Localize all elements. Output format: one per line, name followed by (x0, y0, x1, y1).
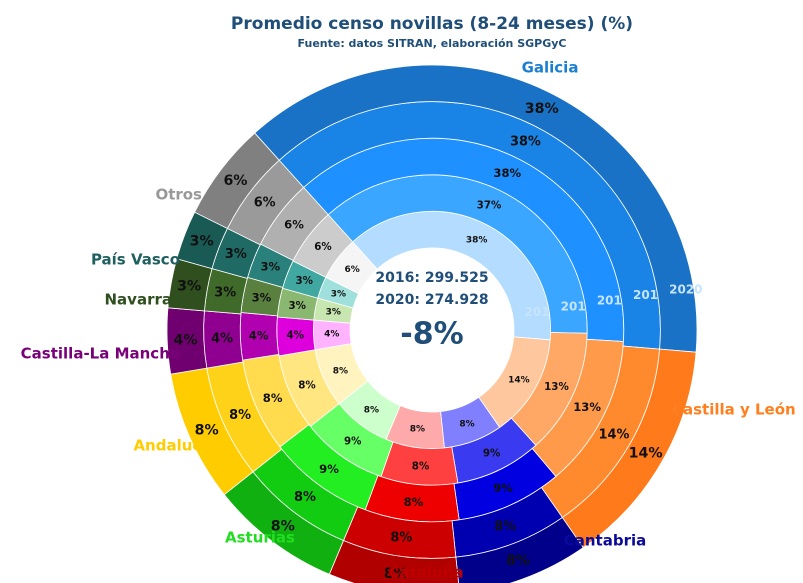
data-label: 3% (289, 300, 306, 312)
data-label: 3% (214, 285, 236, 300)
category-label: Cataluña (388, 564, 463, 582)
data-label: 8% (404, 495, 424, 509)
data-label: 37% (477, 200, 502, 212)
data-label: 3% (295, 275, 312, 287)
data-label: 38% (510, 134, 541, 149)
data-label: 38% (466, 236, 488, 246)
data-label: 6% (284, 217, 304, 231)
data-label: 3% (326, 308, 341, 318)
data-label: 4% (173, 332, 197, 348)
data-label: 3% (177, 278, 201, 294)
data-label: 8% (195, 422, 219, 438)
data-label: 6% (344, 265, 359, 275)
data-label: 3% (252, 291, 272, 305)
center-text: 2016: 299.525 (375, 270, 488, 286)
category-label: Galicia (522, 59, 579, 77)
data-label: 3% (331, 290, 346, 300)
data-label: 8% (364, 405, 379, 415)
data-label: 8% (271, 519, 295, 535)
data-label: 9% (344, 436, 361, 448)
data-label: 6% (223, 173, 247, 189)
data-label: 8% (298, 380, 315, 392)
data-label: 4% (249, 328, 269, 342)
data-label: 8% (410, 425, 425, 435)
chart-title: Promedio censo novillas (8-24 meses) (%) (231, 14, 633, 34)
category-label: Navarra (105, 291, 173, 309)
data-label: 14% (508, 376, 530, 386)
category-label: Castilla y León (672, 401, 796, 419)
data-label: 14% (629, 445, 663, 461)
data-label: 4% (286, 330, 303, 342)
data-label: 14% (599, 428, 630, 443)
data-label: 8% (390, 530, 412, 545)
category-label: Andalucía (133, 437, 216, 455)
center-text: 2020: 274.928 (375, 292, 488, 308)
ring-year-label: 2020 (669, 282, 702, 296)
data-label: 8% (412, 460, 429, 472)
data-label: 38% (493, 166, 521, 180)
data-label: 13% (573, 400, 601, 414)
data-label: 3% (260, 260, 280, 274)
data-label: 9% (483, 447, 500, 459)
data-label: 6% (254, 195, 276, 210)
ring-segment (194, 132, 280, 229)
data-label: 9% (319, 462, 339, 476)
data-label: 8% (263, 391, 283, 405)
data-label: 8% (384, 566, 408, 582)
data-label: 13% (544, 381, 569, 393)
data-label: 8% (459, 420, 474, 430)
category-label: Asturias (225, 529, 295, 547)
chart-subtitle: Fuente: datos SITRAN, elaboración SGPGyC (298, 37, 567, 50)
data-label: 3% (190, 234, 214, 250)
data-label: 6% (314, 241, 331, 253)
category-label: País Vasco (91, 251, 180, 269)
data-label: 3% (225, 247, 247, 262)
data-label: 4% (211, 331, 233, 346)
category-label: Otros (155, 186, 202, 204)
data-label: 38% (525, 101, 559, 117)
data-label: 8% (494, 519, 516, 534)
data-label: 8% (294, 490, 316, 505)
data-label: 4% (324, 330, 339, 340)
data-label: 9% (493, 481, 513, 495)
data-label: 8% (229, 408, 251, 423)
category-label: Cantabria (564, 532, 647, 550)
data-label: 8% (506, 553, 530, 569)
category-label: Castilla-La Mancha (21, 345, 180, 363)
data-label: 8% (333, 366, 348, 376)
center-change: -8% (400, 317, 463, 352)
